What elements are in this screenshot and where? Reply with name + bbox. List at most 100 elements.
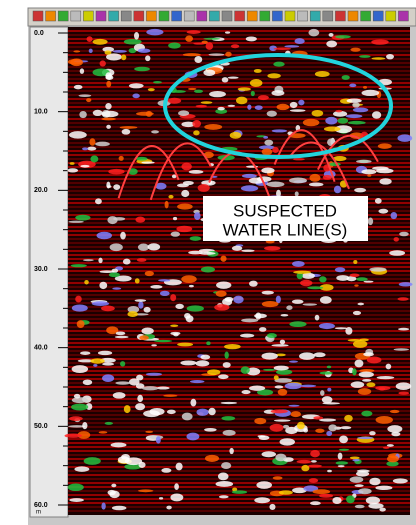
- reflection-blob: [312, 110, 324, 117]
- reflection-blob: [319, 323, 335, 329]
- toolbar-button[interactable]: [285, 11, 295, 21]
- reflection-blob: [327, 388, 331, 392]
- reflection-blob: [301, 465, 309, 471]
- reflection-blob: [309, 174, 320, 182]
- screenshot: 0.010.020.030.040.050.060.0m SUSPECTED W…: [0, 0, 416, 525]
- reflection-blob: [259, 436, 270, 440]
- reflection-blob: [93, 110, 103, 116]
- reflection-blob: [229, 448, 233, 454]
- reflection-blob: [251, 91, 255, 96]
- reflection-blob: [171, 90, 186, 93]
- reflection-blob: [308, 29, 319, 36]
- reflection-blob: [280, 438, 295, 445]
- toolbar-button[interactable]: [134, 11, 144, 21]
- toolbar-button[interactable]: [272, 11, 282, 21]
- reflection-blob: [145, 55, 150, 61]
- reflection-blob: [216, 290, 227, 296]
- toolbar-button[interactable]: [121, 11, 131, 21]
- reflection-blob: [368, 217, 373, 225]
- reflection-band: [68, 434, 410, 436]
- toolbar-button[interactable]: [58, 11, 68, 21]
- reflection-blob: [274, 375, 279, 380]
- reflection-blob: [310, 450, 320, 457]
- reflection-blob: [151, 130, 159, 133]
- reflection-blob: [300, 280, 312, 286]
- toolbar-button[interactable]: [260, 11, 270, 21]
- toolbar-button[interactable]: [373, 11, 383, 21]
- reflection-blob: [249, 281, 258, 287]
- reflection-blob: [205, 455, 219, 462]
- annotation-line: WATER LINE(S): [223, 220, 348, 239]
- reflection-blob: [80, 351, 90, 355]
- reflection-blob: [186, 433, 199, 441]
- reflection-blob: [371, 39, 389, 44]
- reflection-blob: [297, 422, 305, 429]
- reflection-blob: [363, 86, 367, 89]
- toolbar-button[interactable]: [348, 11, 358, 21]
- toolbar-button[interactable]: [222, 11, 232, 21]
- toolbar-button[interactable]: [361, 11, 371, 21]
- toolbar-button[interactable]: [247, 11, 257, 21]
- reflection-blob: [356, 277, 368, 281]
- reflection-blob: [150, 285, 162, 289]
- toolbar-button[interactable]: [197, 11, 207, 21]
- reflection-blob: [137, 258, 147, 262]
- reflection-blob: [149, 408, 164, 415]
- reflection-blob: [154, 340, 172, 342]
- reflection-blob: [350, 48, 360, 52]
- toolbar-button[interactable]: [146, 11, 156, 21]
- reflection-blob: [340, 426, 351, 429]
- toolbar-button[interactable]: [46, 11, 56, 21]
- reflection-blob: [196, 360, 210, 366]
- reflection-blob: [83, 259, 94, 261]
- reflection-blob: [347, 99, 362, 103]
- depth-label: 0.0: [34, 30, 44, 37]
- reflection-blob: [206, 341, 210, 345]
- reflection-band: [68, 178, 410, 180]
- toolbar-button[interactable]: [33, 11, 43, 21]
- reflection-blob: [379, 178, 391, 184]
- reflection-blob: [136, 157, 148, 161]
- reflection-band: [68, 426, 410, 428]
- reflection-blob: [123, 259, 131, 265]
- reflection-blob: [352, 459, 359, 461]
- toolbar-button[interactable]: [83, 11, 93, 21]
- reflection-blob: [267, 73, 280, 78]
- depth-label: 20.0: [34, 187, 48, 194]
- toolbar-button[interactable]: [310, 11, 320, 21]
- reflection-blob: [177, 343, 193, 347]
- reflection-blob: [238, 87, 251, 90]
- reflection-blob: [67, 168, 78, 172]
- reflection-blob: [113, 184, 120, 190]
- reflection-blob: [342, 75, 350, 80]
- toolbar-button[interactable]: [386, 11, 396, 21]
- reflection-blob: [183, 53, 201, 56]
- toolbar-button[interactable]: [172, 11, 182, 21]
- toolbar-button[interactable]: [335, 11, 345, 21]
- toolbar-button[interactable]: [109, 11, 119, 21]
- reflection-blob: [118, 456, 130, 463]
- toolbar-button[interactable]: [209, 11, 219, 21]
- toolbar-button[interactable]: [235, 11, 245, 21]
- reflection-blob: [398, 328, 409, 331]
- reflection-blob: [218, 473, 229, 481]
- toolbar-button[interactable]: [398, 11, 408, 21]
- reflection-blob: [65, 434, 82, 438]
- reflection-blob: [261, 168, 274, 174]
- reflection-blob: [356, 471, 369, 477]
- toolbar-button[interactable]: [159, 11, 169, 21]
- reflection-blob: [361, 169, 376, 174]
- toolbar-button[interactable]: [71, 11, 81, 21]
- reflection-blob: [84, 457, 101, 465]
- toolbar-button[interactable]: [323, 11, 333, 21]
- reflection-blob: [165, 201, 169, 208]
- reflection-blob: [163, 394, 177, 396]
- toolbar-button[interactable]: [298, 11, 308, 21]
- toolbar-button[interactable]: [184, 11, 194, 21]
- reflection-blob: [107, 185, 112, 187]
- reflection-blob: [141, 327, 153, 334]
- reflection-blob: [135, 403, 145, 410]
- toolbar-button[interactable]: [96, 11, 106, 21]
- reflection-band: [68, 322, 410, 324]
- reflection-blob: [173, 333, 178, 336]
